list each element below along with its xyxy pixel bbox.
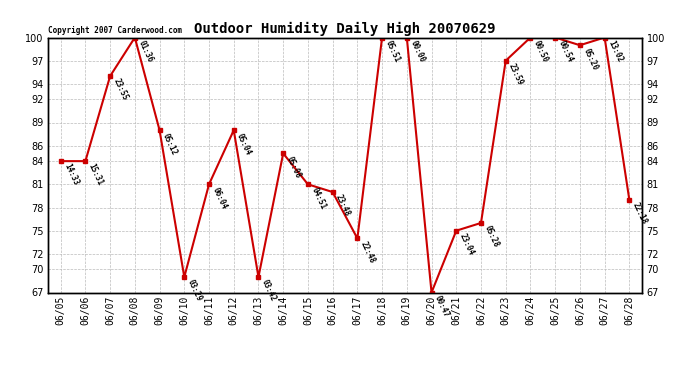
Text: 15:31: 15:31	[87, 162, 105, 187]
Text: 01:36: 01:36	[136, 39, 154, 64]
Text: 22:18: 22:18	[631, 201, 649, 226]
Text: 05:12: 05:12	[161, 132, 179, 156]
Text: 23:55: 23:55	[112, 78, 130, 102]
Text: 22:48: 22:48	[359, 240, 377, 264]
Text: 23:59: 23:59	[507, 62, 525, 87]
Text: 00:47: 00:47	[433, 294, 451, 319]
Text: 05:28: 05:28	[482, 224, 500, 249]
Text: 05:20: 05:20	[581, 46, 599, 71]
Text: 14:33: 14:33	[62, 162, 80, 187]
Text: 03:29: 03:29	[186, 278, 204, 303]
Text: 00:54: 00:54	[557, 39, 575, 64]
Text: 03:42: 03:42	[260, 278, 278, 303]
Text: 23:04: 23:04	[457, 232, 475, 257]
Text: 13:02: 13:02	[606, 39, 624, 64]
Text: 00:00: 00:00	[408, 39, 426, 64]
Text: Copyright 2007 Carderwood.com: Copyright 2007 Carderwood.com	[48, 26, 182, 35]
Text: 23:48: 23:48	[334, 194, 352, 218]
Text: 00:50: 00:50	[532, 39, 550, 64]
Text: 05:08: 05:08	[284, 155, 302, 180]
Text: 05:04: 05:04	[235, 132, 253, 156]
Text: 05:51: 05:51	[384, 39, 402, 64]
Text: 06:04: 06:04	[210, 186, 228, 210]
Text: 04:51: 04:51	[309, 186, 327, 210]
Title: Outdoor Humidity Daily High 20070629: Outdoor Humidity Daily High 20070629	[195, 22, 495, 36]
